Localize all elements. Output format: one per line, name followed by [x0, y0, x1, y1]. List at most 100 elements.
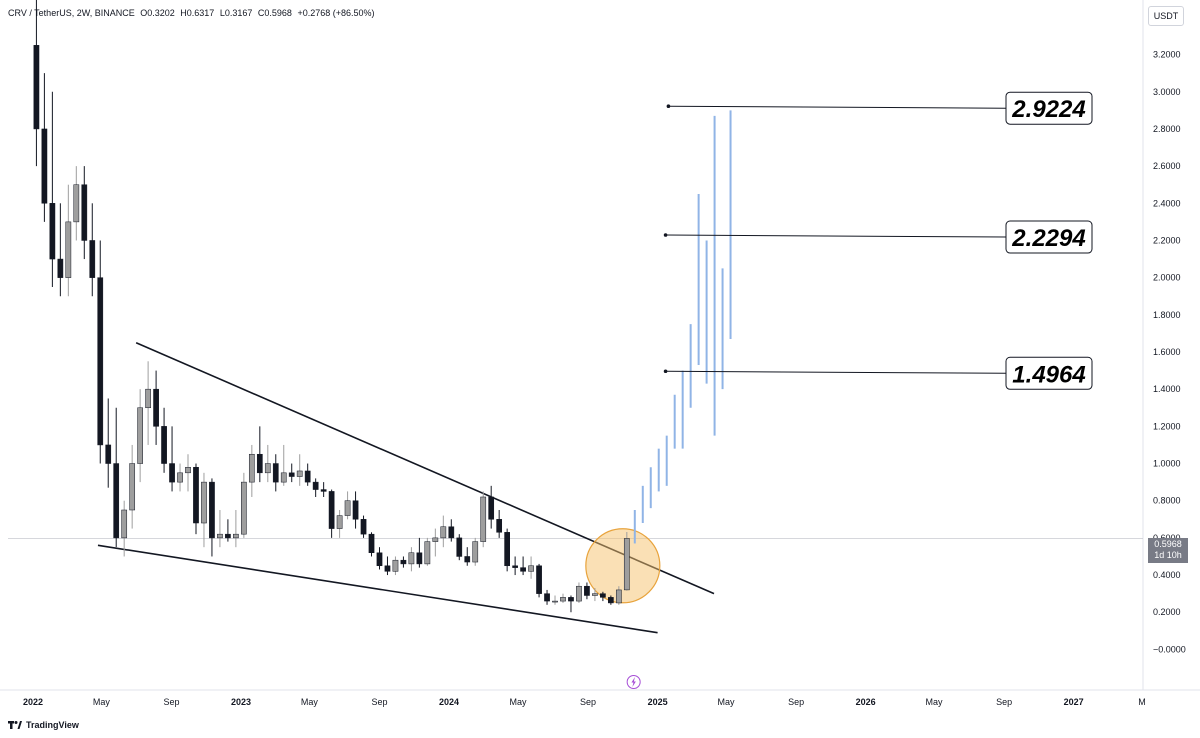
y-tick-label: 2.8000 — [1153, 124, 1181, 134]
y-tick-label: 2.6000 — [1153, 161, 1181, 171]
candle-body — [615, 589, 622, 604]
candle-body — [264, 463, 271, 474]
candle-body — [185, 466, 191, 474]
candle-body — [57, 258, 64, 278]
candle-body — [488, 496, 495, 520]
y-tick-label: 0.2000 — [1153, 607, 1181, 617]
candle-body — [448, 526, 455, 539]
symbol-label[interactable]: CRV / TetherUS, 2W, BINANCE — [8, 8, 135, 18]
candle-body — [592, 593, 598, 596]
candle-body — [272, 463, 279, 483]
y-tick-label: 0.8000 — [1153, 496, 1181, 506]
candle-body — [376, 552, 383, 567]
candle-body — [360, 519, 367, 535]
breakout-highlight — [585, 528, 661, 604]
candle-body — [512, 565, 518, 568]
y-axis[interactable]: 3.2000 3.0000 2.8000 2.6000 2.4000 2.2000 2.00… — [1153, 50, 1186, 655]
x-tick-label: 2026 — [856, 697, 876, 707]
candle-body — [480, 496, 487, 542]
candle-body — [504, 532, 510, 567]
candle-body — [424, 541, 431, 565]
y-tick-label: 0.4000 — [1153, 570, 1181, 580]
candle-body — [520, 567, 526, 572]
candle-body — [65, 221, 72, 278]
ohlc-high: H0.6317 — [180, 8, 215, 18]
candle-body — [584, 585, 590, 596]
candle-body — [33, 45, 40, 130]
candle-body — [560, 597, 566, 602]
y-tick-label: 0.6000 — [1153, 533, 1181, 543]
candle-body — [384, 565, 391, 572]
candle-body — [344, 500, 351, 516]
candle-body — [129, 463, 136, 511]
currency-button[interactable]: USDT — [1148, 6, 1184, 26]
level-label-box — [1005, 91, 1093, 125]
candle-body — [336, 515, 343, 529]
y-tick-label: 1.8000 — [1153, 310, 1181, 320]
event-marker[interactable] — [626, 675, 641, 689]
level-label: 2.2294 — [1011, 225, 1085, 252]
level-line — [668, 105, 1007, 109]
x-tick-label: Sep — [371, 697, 387, 707]
x-tick-label: May — [925, 697, 943, 707]
candle-body — [368, 533, 375, 554]
tradingview-brand[interactable]: TradingView — [8, 720, 79, 730]
x-tick-label: May — [509, 697, 527, 707]
x-tick-label: 2024 — [439, 697, 459, 707]
symbol-header: CRV / TetherUS, 2W, BINANCE O0.3202 H0.6… — [8, 8, 378, 18]
lightning-icon — [631, 677, 636, 687]
x-tick-label: 2027 — [1064, 697, 1084, 707]
level-label: 2.9224 — [1011, 96, 1085, 123]
candle-body — [352, 500, 359, 520]
candle-body — [280, 472, 287, 483]
y-tick-label: −0.0000 — [1153, 644, 1186, 654]
candle-body — [225, 533, 231, 539]
candle-body — [392, 559, 399, 572]
level-label-box — [1005, 220, 1093, 254]
candle-body — [256, 453, 263, 474]
candle-body — [217, 533, 223, 539]
x-axis[interactable]: 2022 May Sep 2023 May Sep 2024 May Sep 2025 May Sep… — [23, 697, 1146, 707]
candle-body — [193, 466, 199, 524]
candle-body — [153, 388, 159, 427]
tradingview-logo-icon — [8, 721, 22, 729]
candle-body — [89, 240, 96, 278]
x-tick-label: M — [1138, 697, 1146, 707]
candle-body — [137, 407, 143, 464]
x-tick-label: May — [717, 697, 735, 707]
candle-body — [544, 593, 550, 602]
candle-body — [97, 277, 104, 446]
y-tick-label: 2.0000 — [1153, 273, 1181, 283]
projection-bars — [633, 110, 732, 544]
y-tick-label: 1.6000 — [1153, 347, 1181, 357]
candle-body — [304, 470, 311, 483]
candle-body — [113, 463, 120, 539]
candle-body — [105, 444, 112, 464]
candle-body — [201, 481, 207, 524]
candle-body — [432, 537, 439, 542]
candle-body — [536, 565, 542, 594]
bar-countdown: 1d 10h — [1154, 550, 1182, 560]
candle-body — [288, 472, 295, 477]
candle-body — [576, 585, 582, 602]
candle-body — [248, 453, 255, 483]
candle-body — [408, 552, 415, 565]
candle-body — [81, 184, 88, 241]
x-tick-label: 2025 — [648, 697, 668, 707]
candle-body — [416, 552, 423, 565]
candle-body — [161, 426, 167, 464]
candle-body — [41, 128, 48, 204]
ohlc-open: O0.3202 — [140, 8, 175, 18]
trendline-lower — [97, 544, 658, 634]
candle-body — [568, 597, 574, 602]
level-label-box — [1005, 356, 1093, 390]
x-tick-label: May — [301, 697, 319, 707]
y-tick-label: 1.4000 — [1153, 384, 1181, 394]
candle-body — [400, 559, 407, 565]
x-tick-label: 2022 — [23, 697, 43, 707]
candle-body — [328, 491, 335, 529]
candle-body — [600, 593, 606, 598]
price-levels: 2.9224 2.2294 1.4964 — [663, 91, 1093, 390]
ohlc-low: L0.3167 — [219, 8, 253, 18]
